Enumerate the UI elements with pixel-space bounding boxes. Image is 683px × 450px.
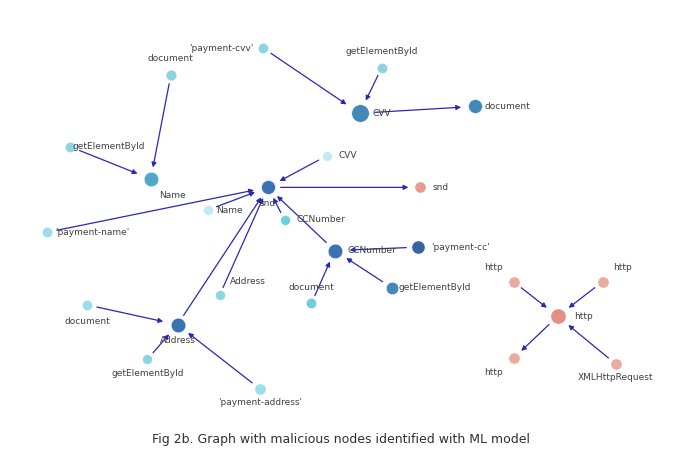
- Point: [329, 247, 340, 254]
- Point: [470, 103, 481, 110]
- Text: 'payment-name': 'payment-name': [55, 228, 129, 237]
- Point: [145, 176, 156, 183]
- Point: [262, 184, 273, 191]
- Text: document: document: [485, 102, 531, 111]
- Text: document: document: [288, 283, 334, 292]
- Text: http: http: [613, 263, 632, 272]
- Text: Name: Name: [159, 191, 186, 200]
- Text: XMLHttpRequest: XMLHttpRequest: [579, 374, 654, 382]
- Text: 'payment-cc': 'payment-cc': [432, 243, 490, 252]
- Point: [553, 313, 563, 320]
- Text: http: http: [484, 263, 503, 272]
- Point: [172, 321, 183, 328]
- Point: [257, 45, 268, 52]
- Text: snd: snd: [260, 199, 276, 208]
- Text: document: document: [148, 54, 194, 63]
- Text: http: http: [484, 368, 503, 377]
- Text: getElementById: getElementById: [399, 283, 471, 292]
- Point: [508, 278, 519, 285]
- Text: http: http: [574, 312, 593, 321]
- Point: [597, 278, 608, 285]
- Point: [415, 184, 426, 191]
- Point: [202, 207, 213, 214]
- Point: [279, 216, 290, 224]
- Point: [82, 302, 93, 309]
- Point: [611, 360, 622, 368]
- Point: [321, 152, 332, 159]
- Text: CCNumber: CCNumber: [297, 216, 346, 225]
- Point: [254, 385, 265, 392]
- Text: snd: snd: [432, 183, 449, 192]
- Point: [508, 355, 519, 362]
- Point: [376, 64, 387, 72]
- Text: 'payment-address': 'payment-address': [218, 398, 302, 407]
- Text: document: document: [64, 317, 110, 326]
- Text: Address: Address: [160, 337, 195, 346]
- Text: CCNumber: CCNumber: [347, 246, 396, 255]
- Point: [65, 143, 76, 150]
- Text: CVV: CVV: [339, 151, 357, 160]
- Point: [354, 110, 365, 117]
- Point: [42, 229, 53, 236]
- Point: [142, 356, 153, 363]
- Point: [306, 300, 317, 307]
- Text: getElementById: getElementById: [72, 142, 145, 151]
- Point: [413, 243, 424, 251]
- Text: CVV: CVV: [372, 109, 391, 118]
- Text: 'payment-cvv': 'payment-cvv': [189, 44, 254, 53]
- Text: Fig 2b. Graph with malicious nodes identified with ML model: Fig 2b. Graph with malicious nodes ident…: [152, 432, 531, 446]
- Text: Address: Address: [230, 277, 266, 286]
- Text: getElementById: getElementById: [111, 369, 184, 378]
- Point: [214, 292, 225, 299]
- Point: [165, 72, 176, 79]
- Text: Name: Name: [216, 206, 242, 215]
- Point: [386, 284, 397, 291]
- Text: getElementById: getElementById: [346, 47, 418, 56]
